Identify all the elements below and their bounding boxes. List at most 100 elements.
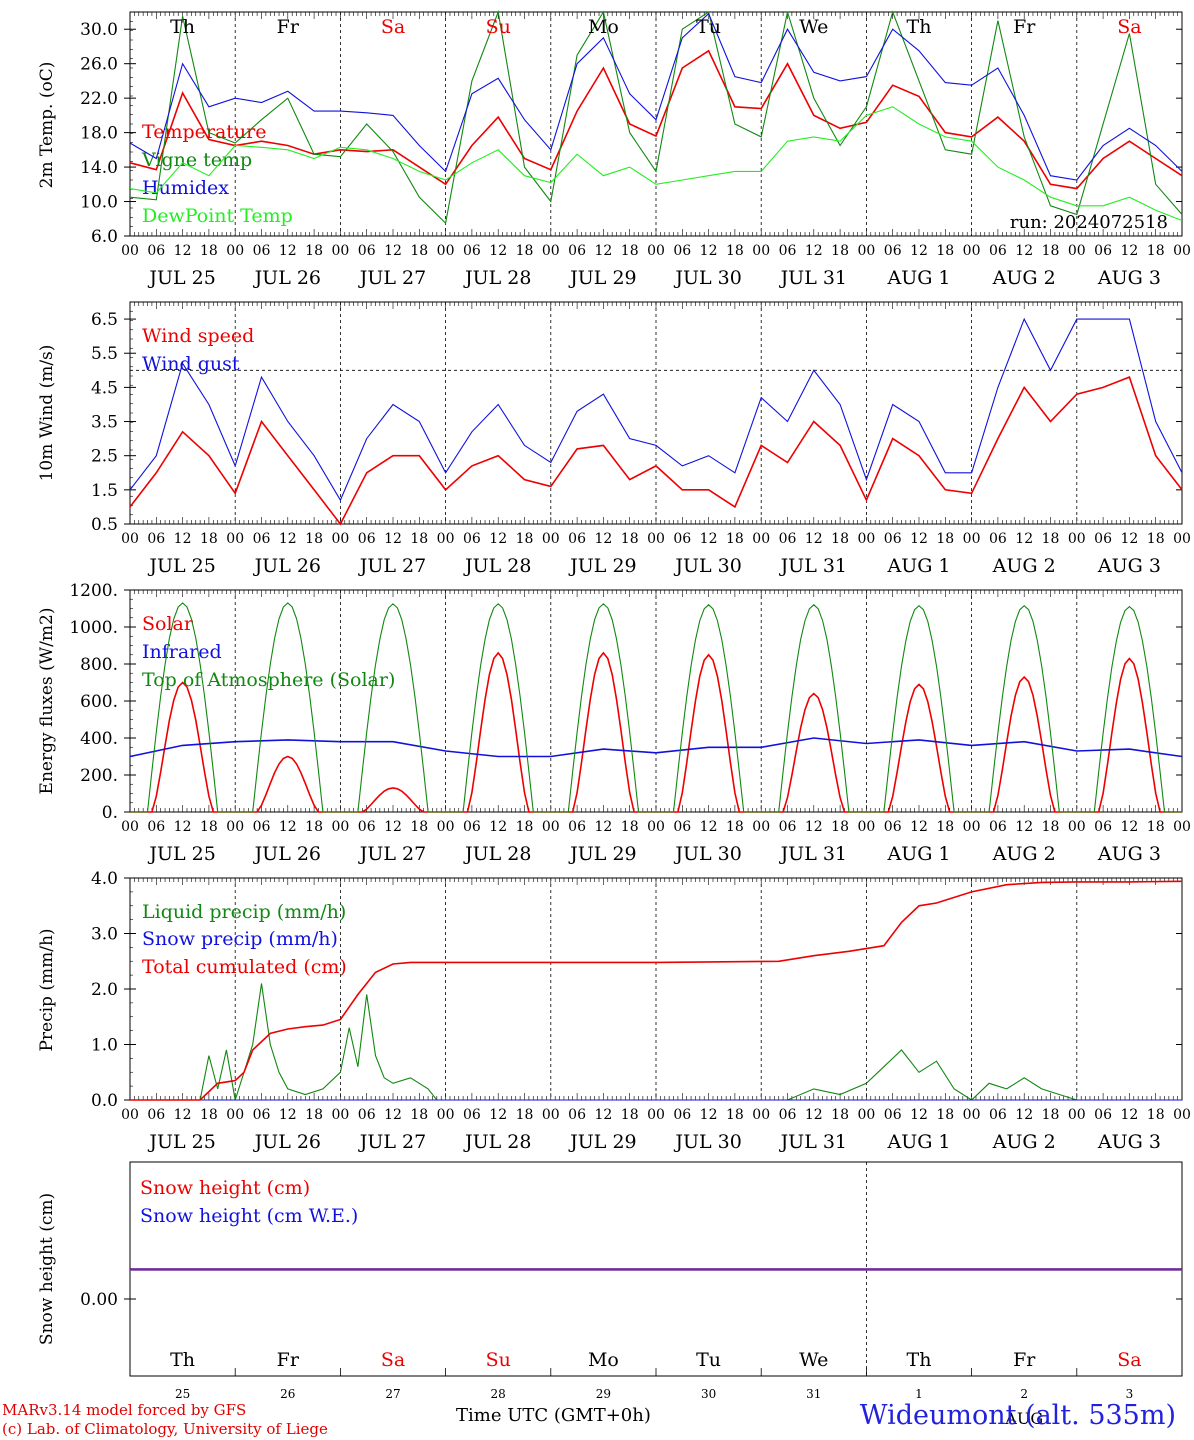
x-hour-label: 12 <box>910 243 928 259</box>
x-hour-label: 12 <box>1015 1107 1033 1123</box>
x-hour-label: 06 <box>989 531 1007 547</box>
x-date-label: JUL 25 <box>147 1131 215 1153</box>
x-hour-label: 12 <box>805 531 823 547</box>
x-hour-label: 06 <box>358 243 376 259</box>
x-hour-label: 06 <box>884 531 902 547</box>
x-date-label: JUL 31 <box>779 1131 847 1153</box>
weekday-label: Fr <box>1013 1349 1036 1371</box>
x-hour-label: 18 <box>726 819 744 835</box>
x-hour-label: 12 <box>1120 531 1138 547</box>
x-hour-label: 00 <box>752 531 770 547</box>
panel-4: 0.0 1.0 2.0 3.0 4.0 Precip (mm/h) Liquid preci… <box>37 869 1191 1153</box>
x-hour-label: 06 <box>463 819 481 835</box>
x-hour-label: 12 <box>489 531 507 547</box>
x-hour-label: 18 <box>305 1107 323 1123</box>
x-hour-label: 06 <box>779 819 797 835</box>
x-hour-label: 06 <box>253 243 271 259</box>
x-hour-label: 12 <box>279 819 297 835</box>
legend-entry: Wind speed <box>142 325 254 347</box>
x-date-label: JUL 30 <box>673 843 741 865</box>
x-date-label: JUL 29 <box>568 267 636 289</box>
x-hour-label: 18 <box>1042 243 1060 259</box>
x-date-label: JUL 25 <box>147 267 215 289</box>
x-hour-label: 12 <box>700 1107 718 1123</box>
weekday-label: Mo <box>588 16 619 38</box>
x-hour-label: 06 <box>568 1107 586 1123</box>
x-hour-label: 00 <box>857 819 875 835</box>
weekday-label: Mo <box>588 1349 619 1371</box>
x-hour-label: 06 <box>147 819 165 835</box>
x-hour-label: 06 <box>884 1107 902 1123</box>
x-hour-label: 06 <box>147 243 165 259</box>
panel-3: 0. 200. 400. 600. 800. 1000. 1200. Energy fluxe… <box>37 581 1191 865</box>
x-hour-label: 00 <box>1173 1107 1191 1123</box>
x-hour-label: 18 <box>936 819 954 835</box>
x-hour-label: 00 <box>542 531 560 547</box>
x-date-label: JUL 26 <box>253 555 321 577</box>
x-hour-label: 18 <box>410 819 428 835</box>
series-line-total-cumulated-cm <box>130 880 1183 1101</box>
x-hour-label: 18 <box>1042 819 1060 835</box>
x-hour-label: 00 <box>752 819 770 835</box>
x-hour-label: 00 <box>963 243 981 259</box>
x-hour-label: 06 <box>884 819 902 835</box>
x-date-label: JUL 27 <box>358 843 426 865</box>
day-number-label: 30 <box>701 1387 716 1401</box>
x-date-label: JUL 29 <box>568 555 636 577</box>
x-hour-label: 06 <box>673 1107 691 1123</box>
x-hour-label: 18 <box>305 243 323 259</box>
weekday-label: We <box>799 1349 828 1371</box>
x-hour-label: 18 <box>200 243 218 259</box>
y-tick-label: 30.0 <box>80 20 118 40</box>
model-credit: MARv3.14 model forced by GFS <box>2 1401 247 1419</box>
x-hour-label: 00 <box>121 243 139 259</box>
x-hour-label: 06 <box>253 531 271 547</box>
y-tick-label: 400. <box>80 729 118 749</box>
x-hour-label: 12 <box>594 243 612 259</box>
x-hour-label: 06 <box>673 819 691 835</box>
x-hour-label: 00 <box>437 819 455 835</box>
x-date-label: JUL 26 <box>253 843 321 865</box>
x-hour-label: 18 <box>621 1107 639 1123</box>
weekday-label: Th <box>907 1349 932 1371</box>
x-date-label: AUG 1 <box>886 843 950 865</box>
legend-entry: Snow height (cm W.E.) <box>140 1205 358 1227</box>
x-hour-label: 00 <box>542 819 560 835</box>
x-date-label: AUG 3 <box>1097 555 1161 577</box>
x-hour-label: 00 <box>1068 819 1086 835</box>
x-date-label: JUL 27 <box>358 1131 426 1153</box>
x-hour-label: 00 <box>963 819 981 835</box>
x-hour-label: 12 <box>594 1107 612 1123</box>
x-date-label: JUL 31 <box>779 555 847 577</box>
x-hour-label: 12 <box>805 1107 823 1123</box>
x-hour-label: 18 <box>1042 1107 1060 1123</box>
x-hour-label: 12 <box>910 531 928 547</box>
x-hour-label: 00 <box>437 1107 455 1123</box>
x-hour-label: 06 <box>1094 531 1112 547</box>
x-hour-label: 18 <box>831 819 849 835</box>
x-hour-label: 12 <box>594 819 612 835</box>
x-hour-label: 12 <box>1015 819 1033 835</box>
x-hour-label: 00 <box>542 1107 560 1123</box>
x-hour-label: 00 <box>857 1107 875 1123</box>
x-date-label: JUL 30 <box>673 555 741 577</box>
x-date-label: JUL 31 <box>779 267 847 289</box>
x-hour-label: 06 <box>779 1107 797 1123</box>
x-hour-label: 00 <box>226 243 244 259</box>
x-hour-label: 18 <box>516 531 534 547</box>
y-tick-label: 0.0 <box>91 1091 118 1111</box>
x-hour-label: 00 <box>1068 1107 1086 1123</box>
x-hour-label: 18 <box>1147 1107 1165 1123</box>
x-hour-label: 06 <box>779 243 797 259</box>
x-hour-label: 06 <box>253 1107 271 1123</box>
x-hour-label: 00 <box>647 819 665 835</box>
x-hour-label: 18 <box>831 1107 849 1123</box>
x-date-label: AUG 2 <box>992 843 1056 865</box>
legend-entry: DewPoint Temp <box>142 205 293 227</box>
y-tick-label: 2.0 <box>91 980 118 1000</box>
weekday-label: Tu <box>696 16 721 38</box>
x-hour-label: 06 <box>673 243 691 259</box>
day-number-label: 1 <box>915 1387 923 1401</box>
x-hour-label: 00 <box>1068 243 1086 259</box>
x-axis-title: Time UTC (GMT+0h) <box>456 1405 651 1426</box>
